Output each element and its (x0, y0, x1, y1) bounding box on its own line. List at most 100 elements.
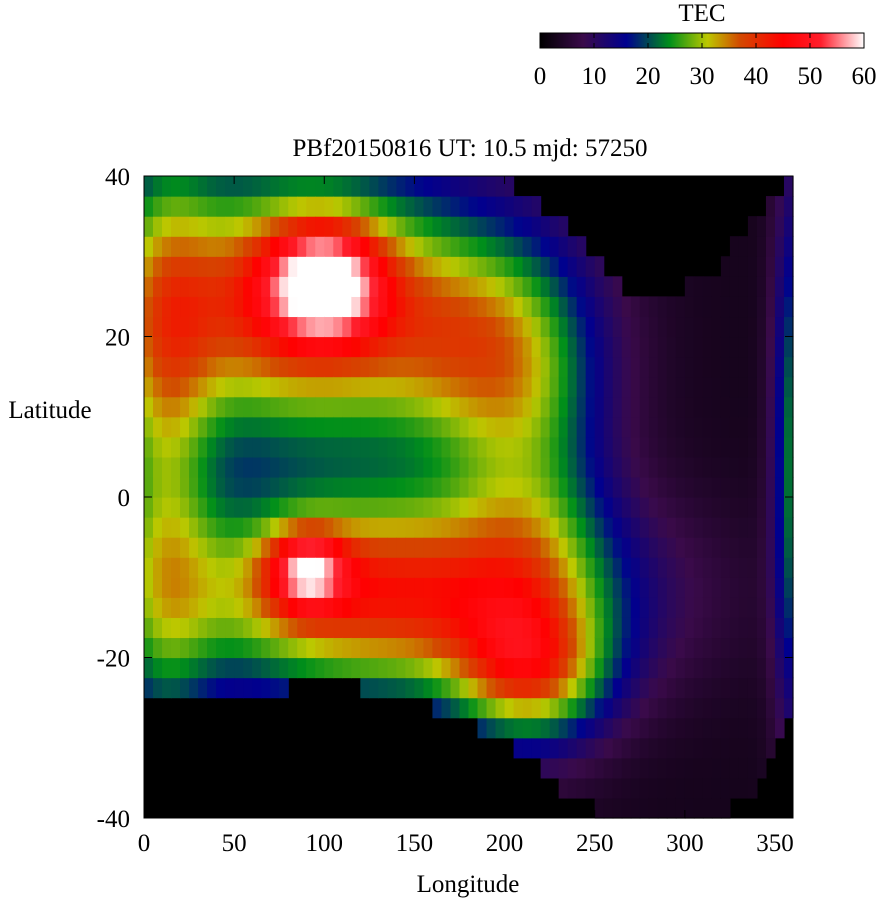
heatmap-cell (477, 176, 488, 197)
heatmap-cell (603, 757, 614, 779)
heatmap-cell (531, 717, 542, 739)
heatmap-cell (234, 537, 244, 558)
y-tick-label: 20 (105, 325, 130, 352)
heatmap-cell (558, 497, 569, 518)
heatmap-cell (432, 176, 443, 197)
heatmap-cell (684, 657, 695, 679)
heatmap-cell (531, 637, 542, 659)
heatmap-cell (765, 557, 776, 578)
heatmap-cell (684, 336, 695, 358)
heatmap-cell (396, 296, 406, 318)
heatmap-cell (387, 196, 397, 217)
heatmap-cell (513, 517, 524, 538)
heatmap-cell (162, 296, 172, 318)
heatmap-cell (297, 517, 307, 538)
heatmap-cell (396, 597, 406, 618)
heatmap-cell (306, 176, 316, 197)
heatmap-cell (189, 637, 199, 659)
heatmap-cell (324, 196, 334, 217)
heatmap-cell (351, 356, 361, 378)
heatmap-cell (423, 256, 434, 277)
heatmap-cell (621, 617, 632, 639)
heatmap-cell (657, 396, 668, 418)
heatmap-cell (450, 597, 461, 618)
heatmap-cell (693, 697, 704, 719)
heatmap-cell (540, 316, 551, 338)
heatmap-cell (189, 376, 199, 398)
heatmap-cell (468, 416, 479, 438)
heatmap-cell (756, 697, 767, 719)
heatmap-cell (522, 456, 533, 478)
heatmap-cell (315, 456, 325, 478)
heatmap-cell (279, 597, 289, 618)
heatmap-cell (594, 256, 605, 277)
heatmap-cell (252, 416, 262, 438)
heatmap-cell (198, 356, 208, 378)
heatmap-cell (693, 677, 704, 699)
heatmap-cell (225, 517, 235, 538)
heatmap-cell (342, 617, 352, 639)
heatmap-cell (729, 456, 740, 478)
heatmap-cell (702, 396, 713, 418)
heatmap-cell (513, 497, 524, 518)
heatmap-cell (180, 176, 190, 197)
heatmap-cell (747, 697, 758, 719)
heatmap-cell (297, 456, 307, 478)
heatmap-cell (261, 456, 271, 478)
heatmap-cell (540, 637, 551, 659)
heatmap-cell (612, 356, 623, 378)
heatmap-cell (351, 336, 361, 358)
heatmap-cell (315, 497, 325, 518)
heatmap-cell (468, 577, 479, 598)
heatmap-cell (414, 216, 425, 237)
heatmap-cell (747, 777, 758, 799)
heatmap-cell (144, 336, 154, 358)
heatmap-cell (549, 396, 560, 418)
heatmap-cell (567, 376, 578, 398)
heatmap-cell (702, 476, 713, 498)
heatmap-cell (387, 276, 397, 297)
heatmap-cell (495, 456, 506, 478)
y-tick-label: -20 (97, 646, 130, 673)
heatmap-cell (495, 256, 506, 277)
heatmap-cell (720, 276, 731, 297)
heatmap-cell (711, 617, 722, 639)
heatmap-cell (567, 396, 578, 418)
heatmap-cell (783, 276, 794, 297)
heatmap-cell (198, 256, 208, 277)
heatmap-cell (486, 436, 497, 458)
heatmap-cell (576, 476, 587, 498)
heatmap-cell (504, 216, 515, 237)
heatmap-cell (333, 216, 343, 237)
heatmap-cell (513, 476, 524, 498)
heatmap-cell (243, 356, 253, 378)
heatmap-cell (477, 517, 488, 538)
heatmap-cell (189, 456, 199, 478)
heatmap-cell (459, 557, 470, 578)
heatmap-cell (216, 376, 226, 398)
heatmap-cell (765, 497, 776, 518)
heatmap-cell (783, 296, 794, 318)
heatmap-cell (648, 456, 659, 478)
heatmap-cell (288, 657, 298, 679)
heatmap-cell (252, 236, 262, 257)
heatmap-cell (279, 577, 289, 598)
heatmap-cell (396, 236, 406, 257)
heatmap-cell (387, 356, 397, 378)
heatmap-cell (216, 456, 226, 478)
heatmap-cell (756, 256, 767, 277)
heatmap-cell (549, 557, 560, 578)
heatmap-cell (558, 717, 569, 739)
heatmap-cell (306, 376, 316, 398)
heatmap-cell (225, 557, 235, 578)
heatmap-cell (279, 476, 289, 498)
heatmap-cell (648, 617, 659, 639)
heatmap-cell (306, 396, 316, 418)
heatmap-cell (567, 637, 578, 659)
heatmap-cell (252, 336, 262, 358)
heatmap-cell (594, 597, 605, 618)
heatmap-cell (522, 476, 533, 498)
heatmap-cell (342, 577, 352, 598)
heatmap-cell (387, 296, 397, 318)
heatmap-cell (459, 336, 470, 358)
